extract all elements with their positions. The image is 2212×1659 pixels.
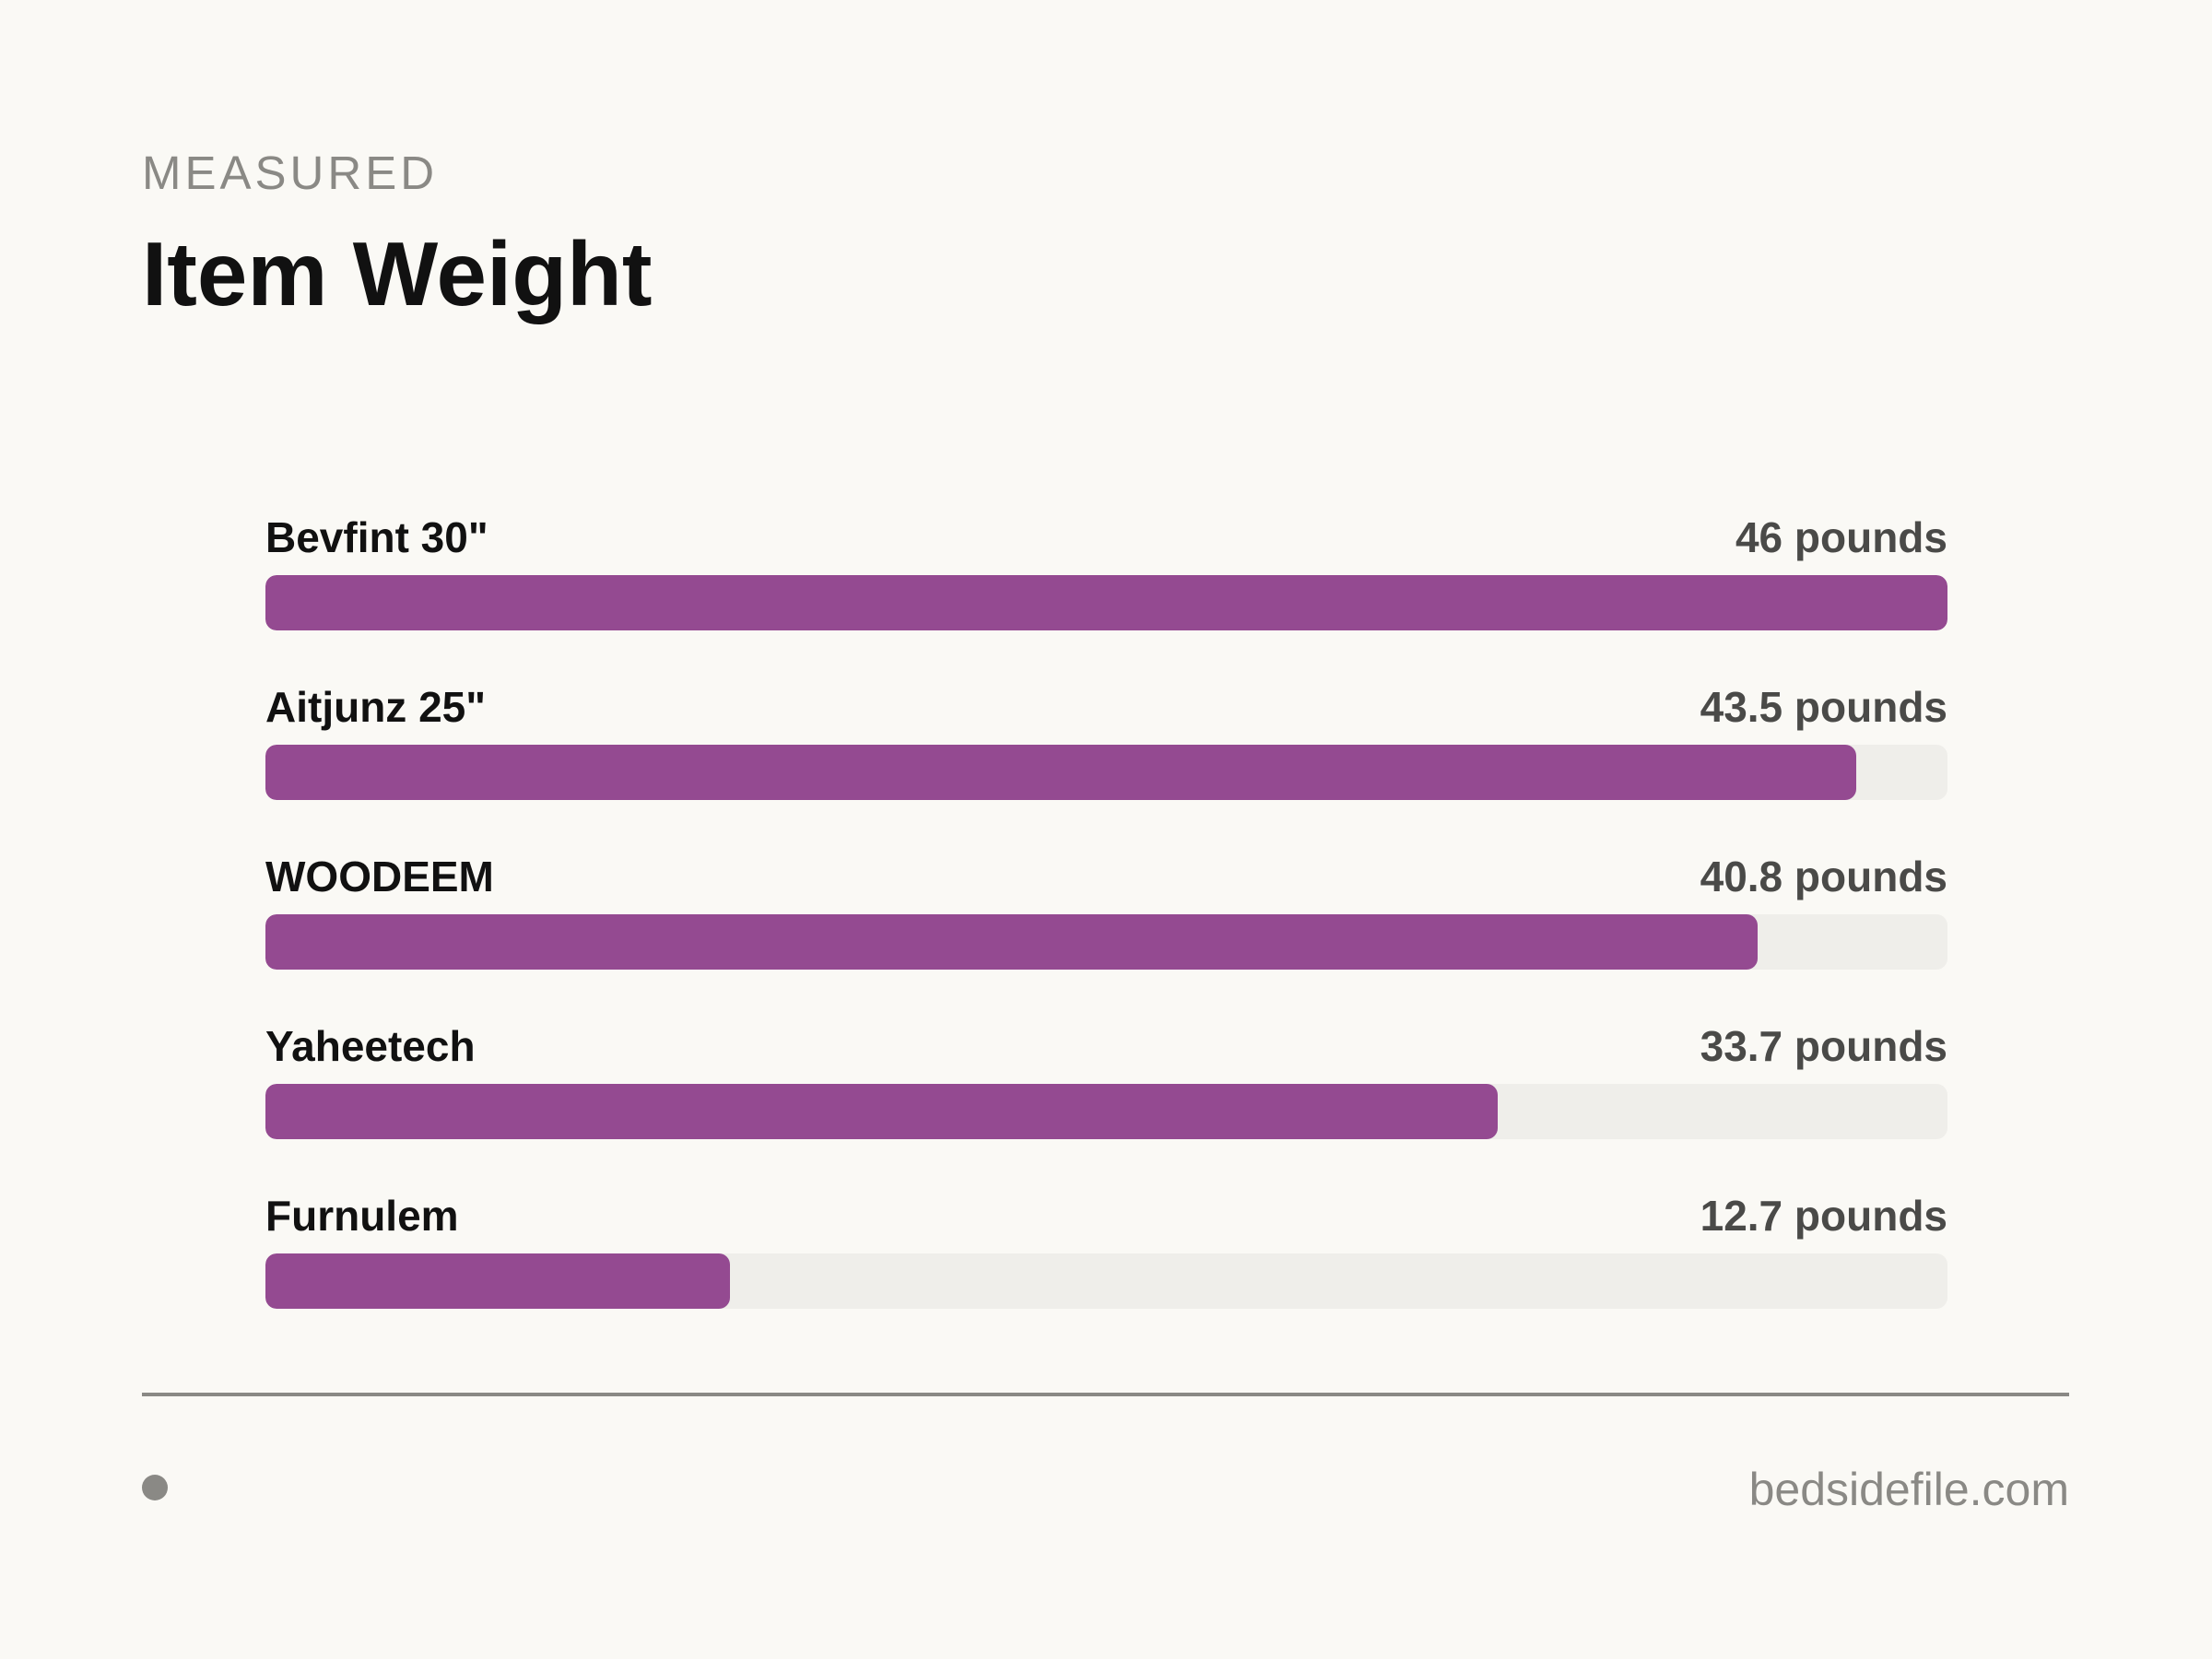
chart-title: Item Weight xyxy=(142,223,653,324)
bar-fill xyxy=(265,1084,1498,1139)
bar-chart: Bevfint 30" 46 pounds Aitjunz 25" 43.5 poun… xyxy=(265,507,1947,1355)
bar-fill xyxy=(265,914,1758,970)
bar-value-label: 12.7 pounds xyxy=(1700,1192,1947,1240)
bar-fill xyxy=(265,745,1856,800)
bar-value-label: 40.8 pounds xyxy=(1700,853,1947,900)
bar-row: Furnulem 12.7 pounds xyxy=(265,1185,1947,1355)
bar-value-label: 46 pounds xyxy=(1735,513,1947,561)
bar-category-label: Aitjunz 25" xyxy=(265,683,487,731)
bar-row: Yaheetech 33.7 pounds xyxy=(265,1016,1947,1185)
bar-value-label: 33.7 pounds xyxy=(1700,1022,1947,1070)
bar-category-label: Furnulem xyxy=(265,1192,459,1240)
bar-track xyxy=(265,745,1947,800)
bar-track xyxy=(265,575,1947,630)
footer-dot-icon xyxy=(142,1475,168,1500)
footer-divider xyxy=(142,1393,2069,1396)
bar-fill xyxy=(265,1253,730,1309)
bar-row: WOODEEM 40.8 pounds xyxy=(265,846,1947,1016)
bar-category-label: WOODEEM xyxy=(265,853,494,900)
source-label: bedsidefile.com xyxy=(1748,1464,2069,1515)
bar-row: Bevfint 30" 46 pounds xyxy=(265,507,1947,677)
bar-row: Aitjunz 25" 43.5 pounds xyxy=(265,677,1947,846)
bar-track xyxy=(265,1084,1947,1139)
bar-category-label: Bevfint 30" xyxy=(265,513,488,561)
bar-track xyxy=(265,1253,1947,1309)
bar-value-label: 43.5 pounds xyxy=(1700,683,1947,731)
bar-fill xyxy=(265,575,1947,630)
bar-category-label: Yaheetech xyxy=(265,1022,476,1070)
bar-track xyxy=(265,914,1947,970)
eyebrow-label: MEASURED xyxy=(142,147,439,199)
